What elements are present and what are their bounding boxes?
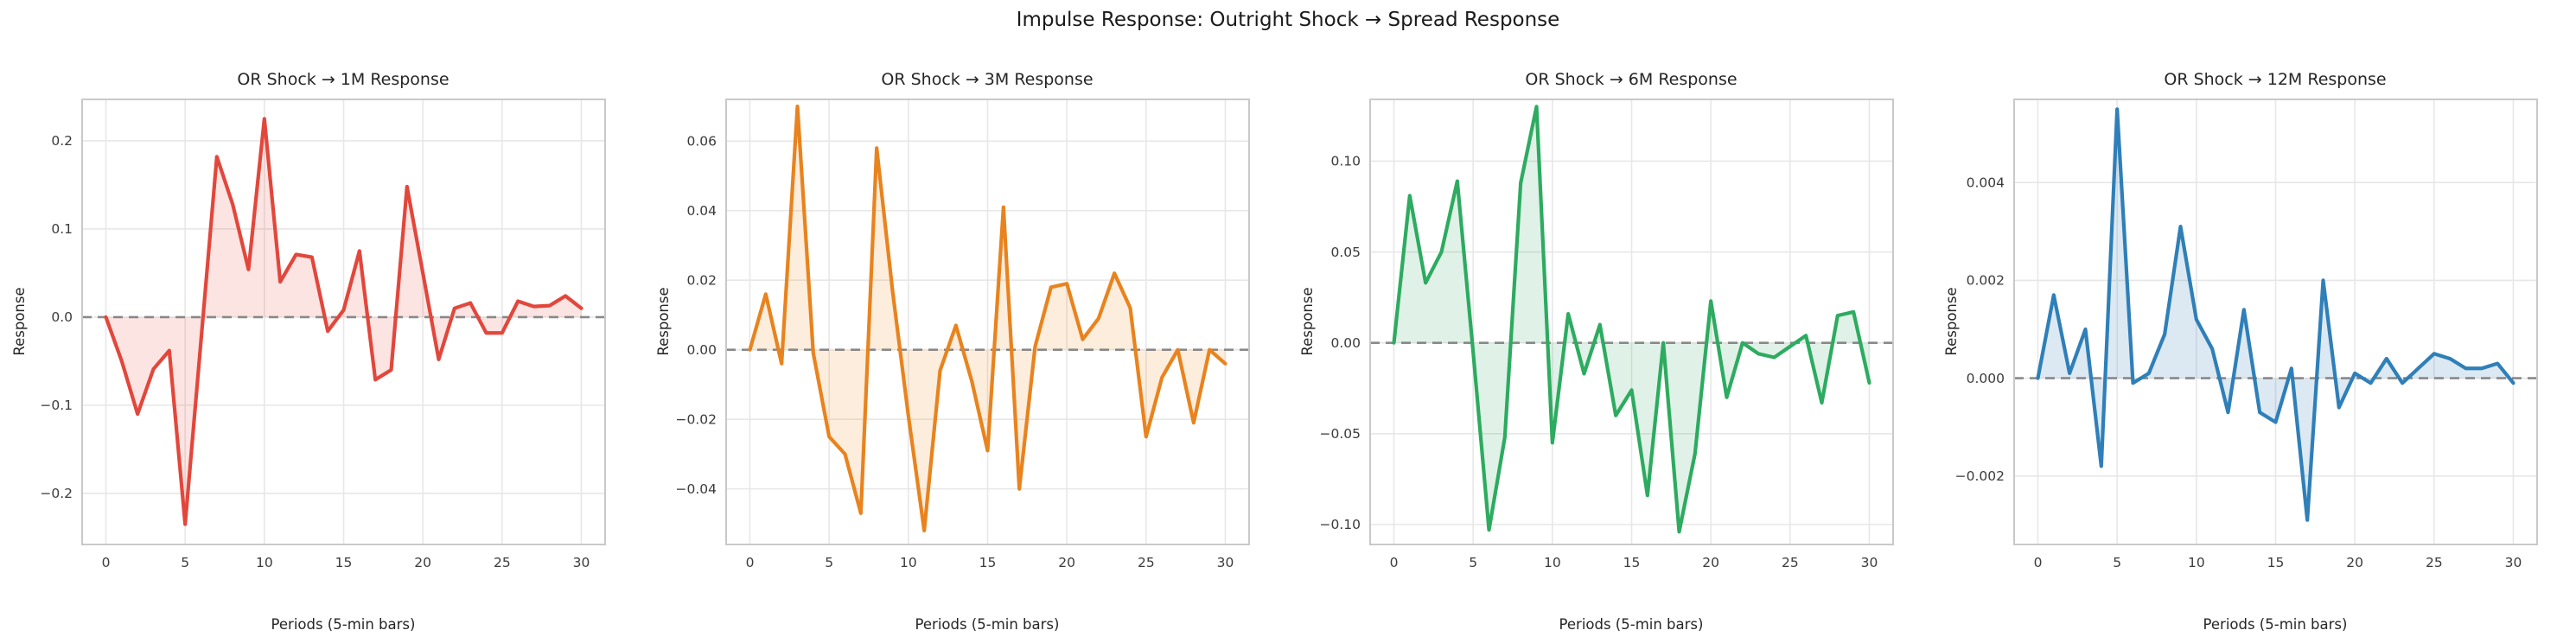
y-axis-label: Response [1299,287,1316,355]
y-tick-label: 0.04 [686,203,717,219]
y-tick-label: 0.000 [1967,371,2005,386]
axes-spines [81,99,606,545]
plot-area-6m: 0 5 10 15 20 25 30 0.10 0.05 0.00 −0.05 −0.10 [1320,99,1894,570]
panel-6m: 0 5 10 15 20 25 30 0.10 0.05 0.00 −0.05 −0.10 OR Sh… [1288,35,1932,640]
x-tick-label: 5 [181,555,189,570]
x-tick-label: 0 [2034,555,2043,570]
panel-3m: 0 5 10 15 20 25 30 0.06 0.04 0.02 0.00 −0.02 −0.04 O… [644,35,1288,640]
x-tick-label: 5 [1469,555,1477,570]
x-tick-label: 15 [979,555,997,570]
x-tick-label: 10 [900,555,917,570]
chart-1m: 0 5 10 15 20 25 30 0.2 0.1 0.0 −0.1 −0.2 OR Shock →… [11,70,606,633]
y-tick-label: −0.002 [1955,468,2005,484]
x-tick-label: 25 [2426,555,2443,570]
chart-title: OR Shock → 1M Response [237,70,449,89]
series-fill [105,118,582,525]
y-tick-label: 0.1 [51,221,73,237]
y-tick-label: −0.2 [40,486,73,501]
panel-12m: 0 5 10 15 20 25 30 0.004 0.002 0.000 −0.002 OR Sho… [1932,35,2576,640]
y-tick-label: 0.0 [51,309,73,325]
x-tick-label: 30 [573,555,590,570]
x-tick-label: 5 [825,555,833,570]
series-line [2036,107,2515,522]
plot-area-1m: 0 5 10 15 20 25 30 0.2 0.1 0.0 −0.1 −0.2 [40,99,606,570]
y-tick-label: −0.05 [1320,426,1361,442]
x-tick-label: 25 [494,555,511,570]
axes-spines [1369,99,1894,545]
x-tick-label: 30 [1861,555,1878,570]
x-tick-label: 0 [1390,555,1399,570]
x-tick-label: 25 [1782,555,1799,570]
x-tick-label: 30 [1217,555,1234,570]
y-tick-label: −0.02 [676,411,717,427]
y-tick-label: 0.00 [1330,335,1361,351]
chart-title: OR Shock → 3M Response [881,70,1093,89]
plot-area-12m: 0 5 10 15 20 25 30 0.004 0.002 0.000 −0.002 [1955,99,2538,570]
x-tick-label: 20 [1058,555,1075,570]
x-tick-label: 30 [2505,555,2522,570]
chart-12m: 0 5 10 15 20 25 30 0.004 0.002 0.000 −0.002 OR Sho… [1943,70,2538,633]
x-tick-label: 0 [746,555,755,570]
y-axis-label: Response [1943,287,1960,355]
series-line [104,117,583,526]
chart-grid: 0 5 10 15 20 25 30 0.2 0.1 0.0 −0.1 −0.2 OR Shock →… [0,35,2576,640]
chart-title: OR Shock → 6M Response [1525,70,1737,89]
x-tick-label: 15 [2267,555,2285,570]
y-tick-label: −0.1 [40,398,73,413]
x-axis-label: Periods (5-min bars) [271,616,416,633]
x-axis-label: Periods (5-min bars) [1559,616,1704,633]
panel-1m: 0 5 10 15 20 25 30 0.2 0.1 0.0 −0.1 −0.2 OR Shock →… [0,35,644,640]
y-tick-label: 0.002 [1967,273,2005,289]
y-tick-label: 0.10 [1330,154,1361,169]
chart-title: OR Shock → 12M Response [2164,70,2386,89]
x-tick-label: 25 [1138,555,1155,570]
y-tick-label: 0.00 [686,342,717,358]
x-tick-label: 15 [335,555,353,570]
y-tick-label: 0.05 [1330,245,1361,260]
axes-spines [2013,99,2538,545]
series-line [1392,105,1871,534]
x-tick-label: 0 [102,555,111,570]
x-tick-label: 15 [1623,555,1641,570]
x-tick-label: 20 [414,555,431,570]
chart-6m: 0 5 10 15 20 25 30 0.10 0.05 0.00 −0.05 −0.10 OR Sh… [1299,70,1894,633]
y-tick-label: −0.10 [1320,517,1361,532]
x-tick-label: 10 [1544,555,1561,570]
y-tick-label: 0.02 [686,272,717,288]
y-axis-label: Response [11,287,28,355]
y-tick-label: 0.004 [1967,175,2005,190]
y-axis-label: Response [655,287,672,355]
axes-spines [725,99,1250,545]
chart-3m: 0 5 10 15 20 25 30 0.06 0.04 0.02 0.00 −0.02 −0.04 O… [655,70,1250,633]
y-tick-label: −0.04 [676,481,717,497]
x-tick-label: 10 [2188,555,2205,570]
plot-area-3m: 0 5 10 15 20 25 30 0.06 0.04 0.02 0.00 −0.02 −0.04 [676,99,1250,570]
x-tick-label: 20 [1702,555,1719,570]
x-tick-label: 5 [2113,555,2121,570]
figure-title: Impulse Response: Outright Shock → Sprea… [1016,9,1560,31]
x-tick-label: 20 [2346,555,2363,570]
series-line [748,104,1227,533]
x-tick-label: 10 [256,555,273,570]
x-axis-label: Periods (5-min bars) [2203,616,2348,633]
y-tick-label: 0.06 [686,134,717,150]
y-tick-label: 0.2 [51,133,73,149]
x-axis-label: Periods (5-min bars) [915,616,1060,633]
